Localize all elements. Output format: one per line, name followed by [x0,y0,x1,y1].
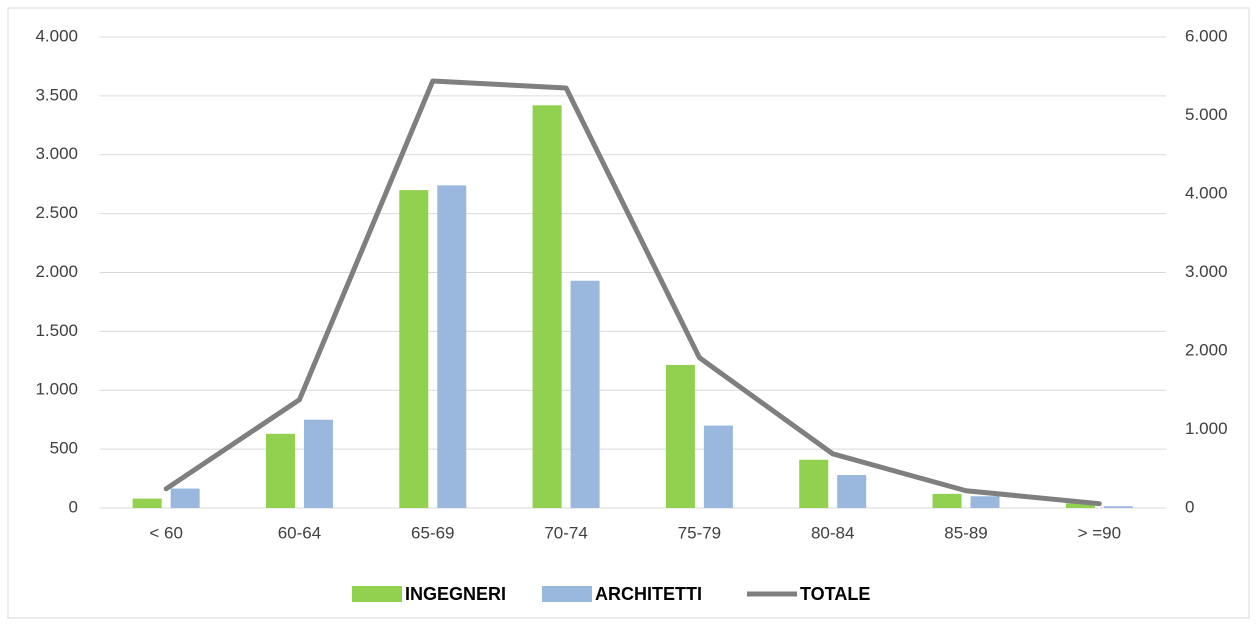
legend-swatch [542,586,592,602]
y2-tick-label: 1.000 [1185,419,1228,438]
bar [399,190,429,508]
y-tick-label: 2.000 [35,262,78,281]
bar [132,498,162,508]
x-tick-label: 85-89 [944,523,987,542]
x-tick-label: 70-74 [544,523,587,542]
x-tick-label: 65-69 [411,523,454,542]
bar [170,488,200,508]
bar [265,433,295,508]
y2-tick-label: 3.000 [1185,262,1228,281]
y-tick-label: 2.500 [35,203,78,222]
bar [1065,503,1095,508]
bar [437,185,467,509]
bar [303,419,333,508]
y2-tick-label: 6.000 [1185,26,1228,45]
legend-swatch [352,586,402,602]
y2-tick-label: 5.000 [1185,105,1228,124]
chart-border [7,7,1250,619]
bar [532,105,562,509]
bar [570,280,600,508]
y-tick-label: 0 [69,497,78,516]
x-tick-label: 75-79 [678,523,721,542]
bar [703,425,733,508]
y2-tick-label: 0 [1185,497,1194,516]
legend-label: INGEGNERI [405,584,506,604]
y2-tick-label: 2.000 [1185,340,1228,359]
bar [799,459,829,508]
y-tick-label: 3.500 [35,85,78,104]
y2-tick-label: 4.000 [1185,183,1228,202]
bar [665,364,695,508]
bar [932,493,962,508]
bar [837,475,867,508]
x-tick-label: < 60 [149,523,183,542]
y-tick-label: 3.000 [35,144,78,163]
line [163,78,1102,507]
bar [1103,506,1133,508]
bar [970,496,1000,508]
y-tick-label: 1.500 [35,321,78,340]
legend-label: ARCHITETTI [595,584,702,604]
legend-label: TOTALE [800,584,870,604]
x-tick-label: 80-84 [811,523,854,542]
x-tick-label: 60-64 [278,523,321,542]
y-tick-label: 500 [50,439,78,458]
y-tick-label: 1.000 [35,380,78,399]
x-tick-label: > =90 [1078,523,1122,542]
y-tick-label: 4.000 [35,26,78,45]
